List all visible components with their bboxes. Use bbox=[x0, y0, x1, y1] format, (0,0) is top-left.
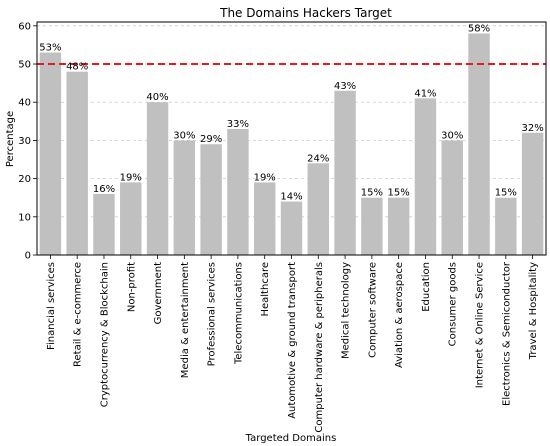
x-tick-label: Government bbox=[153, 262, 164, 324]
bar-value-label: 15% bbox=[388, 188, 410, 199]
y-tick-label: 10 bbox=[18, 212, 31, 223]
bar-value-label: 53% bbox=[39, 43, 61, 54]
bar-value-label: 19% bbox=[120, 172, 142, 183]
bar bbox=[120, 182, 142, 255]
bar-value-label: 41% bbox=[414, 88, 436, 99]
bar-value-label: 40% bbox=[146, 92, 168, 103]
bar-value-label: 19% bbox=[254, 172, 276, 183]
x-tick-label: Electronics & Semiconductor bbox=[501, 261, 512, 406]
y-tick-label: 30 bbox=[18, 136, 31, 147]
y-tick-label: 60 bbox=[18, 21, 31, 32]
bar bbox=[39, 52, 62, 256]
bar bbox=[361, 197, 383, 255]
x-tick-label: Media & entertainment bbox=[180, 262, 191, 378]
bar-value-label: 33% bbox=[227, 119, 249, 130]
bar-value-label: 32% bbox=[521, 123, 543, 134]
x-tick-label: Professional services bbox=[207, 262, 218, 366]
x-tick-label: Cryptocurrency & Blockchain bbox=[99, 262, 110, 407]
bar bbox=[307, 163, 330, 255]
y-tick-label: 0 bbox=[25, 251, 31, 262]
x-tick-label: Automotive & ground transport bbox=[287, 262, 298, 419]
bar bbox=[173, 140, 196, 255]
x-tick-label: Computer hardware & peripherals bbox=[314, 262, 325, 433]
bar-value-label: 29% bbox=[200, 134, 222, 145]
bar-value-label: 14% bbox=[280, 192, 302, 203]
chart-title: The Domains Hackers Target bbox=[219, 6, 392, 20]
bar bbox=[66, 71, 88, 256]
bar-value-label: 48% bbox=[66, 62, 88, 73]
bar bbox=[200, 144, 222, 255]
x-tick-label: Education bbox=[421, 262, 432, 312]
x-axis: Financial services Retail & e-commerce Cry… bbox=[46, 255, 539, 433]
bar bbox=[227, 128, 249, 255]
bar-value-label: 16% bbox=[93, 184, 115, 195]
y-tick-label: 50 bbox=[18, 60, 31, 71]
bar-value-label: 30% bbox=[441, 130, 463, 141]
bar bbox=[414, 98, 437, 256]
y-tick-label: 40 bbox=[18, 98, 31, 109]
y-tick-label: 20 bbox=[18, 174, 31, 185]
bar-value-label: 24% bbox=[307, 153, 329, 164]
x-axis-title: Targeted Domains bbox=[245, 433, 337, 444]
bar bbox=[468, 33, 490, 255]
bar bbox=[387, 197, 410, 255]
bar-value-label: 30% bbox=[173, 130, 195, 141]
bar bbox=[521, 132, 544, 255]
x-tick-label: Internet & Online Service bbox=[475, 262, 486, 388]
bar bbox=[334, 90, 356, 256]
bar bbox=[93, 193, 115, 255]
bar-value-label: 58% bbox=[468, 23, 490, 34]
bar-value-label: 15% bbox=[495, 188, 517, 199]
bar-value-label: 43% bbox=[334, 81, 356, 92]
bar bbox=[441, 140, 463, 255]
x-tick-label: Aviation & aerospace bbox=[394, 262, 405, 368]
x-tick-label: Financial services bbox=[46, 262, 57, 350]
x-tick-label: Non-profit bbox=[126, 262, 137, 312]
bar bbox=[495, 197, 517, 255]
x-tick-label: Computer software bbox=[367, 262, 378, 358]
x-tick-label: Consumer goods bbox=[448, 262, 459, 346]
y-axis-title: Percentage bbox=[5, 111, 16, 167]
x-tick-label: Travel & Hospitality bbox=[528, 262, 539, 360]
bar-labels-layer: 53% 48% 16% 19% 40% 30% 29% 33% 19% 14% 24% 43% 15% 1… bbox=[39, 23, 543, 202]
x-tick-label: Telecommunications bbox=[233, 262, 244, 365]
x-tick-label: Healthcare bbox=[260, 262, 271, 317]
bar bbox=[280, 201, 303, 255]
x-tick-label: Retail & e-commerce bbox=[73, 262, 84, 367]
bar bbox=[253, 182, 276, 255]
bar bbox=[146, 102, 169, 256]
bar-value-label: 15% bbox=[361, 188, 383, 199]
y-axis: 0 10 20 30 40 50 60 bbox=[18, 21, 37, 262]
x-tick-label: Medical technology bbox=[341, 262, 352, 359]
bars-layer bbox=[39, 33, 544, 256]
